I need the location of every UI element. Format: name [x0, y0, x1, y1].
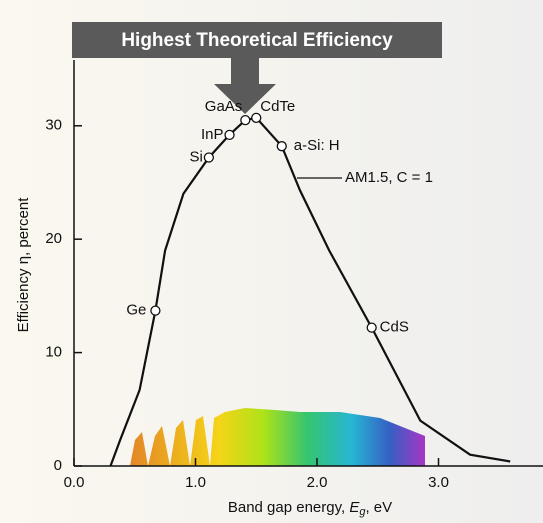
material-marker — [224, 129, 235, 140]
material-label: InP — [201, 126, 224, 143]
y-axis-label: Efficiency η, percent — [15, 197, 32, 333]
material-label: a-Si: H — [294, 137, 340, 154]
x-tick-label: 1.0 — [185, 474, 206, 491]
y-tick-label: 10 — [45, 344, 62, 361]
x-label-part: E — [349, 499, 360, 516]
banner-text: Highest Theoretical Efficiency — [121, 30, 393, 51]
material-marker — [276, 141, 287, 152]
y-tick-label: 0 — [54, 457, 62, 474]
material-marker — [251, 112, 262, 123]
x-label-part: g — [359, 506, 366, 518]
material-label: GaAs — [205, 98, 243, 115]
curve-label: AM1.5, C = 1 — [345, 169, 433, 186]
material-marker — [150, 305, 161, 316]
x-tick-label: 3.0 — [428, 474, 449, 491]
y-tick-label: 30 — [45, 117, 62, 134]
material-label: Si — [190, 148, 203, 165]
material-marker — [366, 322, 377, 333]
material-marker — [203, 152, 215, 163]
x-axis-label: Band gap energy, Eg, eV — [228, 499, 392, 518]
material-marker — [240, 114, 251, 126]
material-label: Ge — [126, 302, 146, 319]
x-tick-label: 2.0 — [307, 474, 328, 491]
material-label: CdTe — [260, 98, 295, 115]
solar-spectrum — [130, 408, 425, 466]
material-label: CdS — [380, 319, 409, 336]
x-tick-label: 0.0 — [64, 474, 85, 491]
y-tick-label: 20 — [45, 230, 62, 247]
banner — [72, 22, 442, 58]
x-label-part: , eV — [365, 499, 392, 516]
arrow — [214, 58, 276, 114]
x-label-part: Band gap energy, — [228, 499, 349, 516]
